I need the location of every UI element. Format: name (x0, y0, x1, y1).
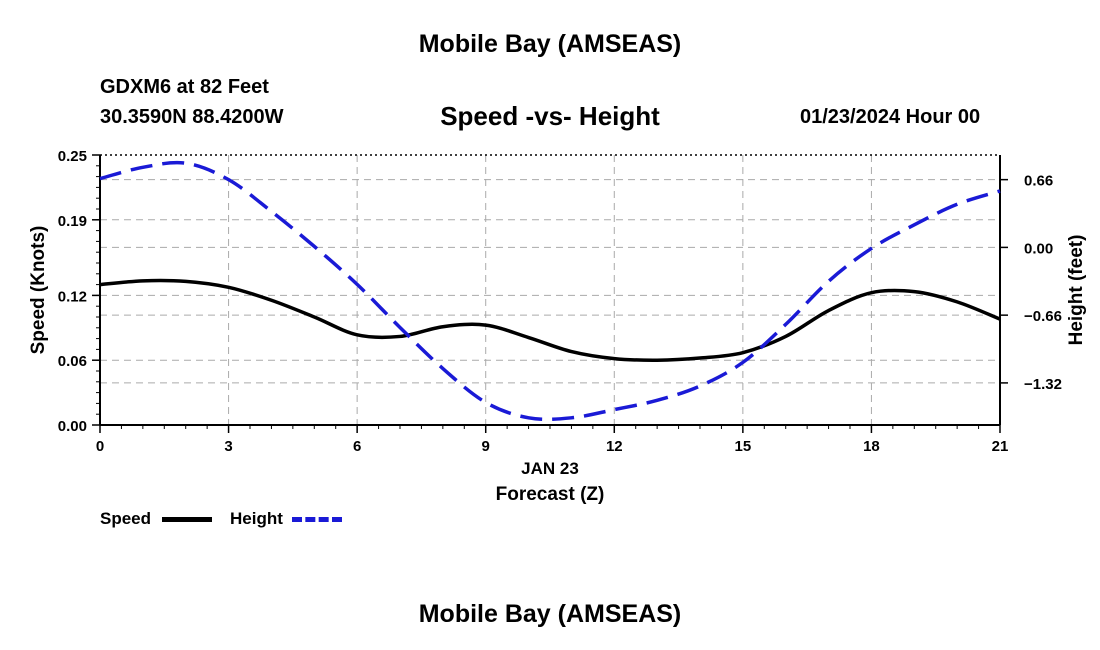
y2-axis-label: Height (feet) (1066, 235, 1087, 346)
page-title: Mobile Bay (AMSEAS) (418, 30, 682, 58)
x-tick-label: 18 (863, 438, 880, 455)
chart-title: Speed -vs- Height (440, 101, 660, 131)
y2-tick-label: −1.32 (1024, 376, 1062, 393)
legend-speed-label: Speed (100, 509, 152, 528)
x-tick-label: 21 (992, 438, 1009, 455)
legend-height-label: Height (230, 509, 283, 528)
coordinates-label: 30.3590N 88.4200W (100, 106, 284, 128)
height-series-line (99, 160, 1001, 422)
y-tick-label: 0.12 (58, 288, 87, 305)
footer-title: Mobile Bay (AMSEAS) (418, 600, 682, 628)
x-tick-label: 0 (96, 438, 104, 455)
legend-speed-swatch (162, 517, 212, 522)
x-tick-label: 9 (482, 438, 490, 455)
legend-height-swatch (292, 517, 342, 522)
x-tick-label: 6 (353, 438, 361, 455)
y2-tick-label: −0.66 (1024, 308, 1062, 325)
y-tick-label: 0.25 (58, 148, 87, 165)
station-label: GDXM6 at 82 Feet (100, 76, 269, 98)
x-axis-date: JAN 23 (521, 459, 579, 478)
speed-series-line (99, 278, 1001, 362)
y-tick-label: 0.06 (58, 353, 87, 370)
y2-tick-label: 0.00 (1024, 240, 1053, 257)
y2-tick-label: 0.66 (1024, 173, 1053, 190)
y-axis-label: Speed (Knots) (28, 226, 49, 355)
x-tick-label: 15 (735, 438, 752, 455)
x-tick-label: 3 (224, 438, 232, 455)
x-tick-label: 12 (606, 438, 623, 455)
y-tick-label: 0.00 (58, 418, 87, 435)
y-tick-label: 0.19 (58, 213, 87, 230)
x-axis-label: Forecast (Z) (496, 484, 605, 505)
forecast-datetime: 01/23/2024 Hour 00 (800, 106, 981, 128)
